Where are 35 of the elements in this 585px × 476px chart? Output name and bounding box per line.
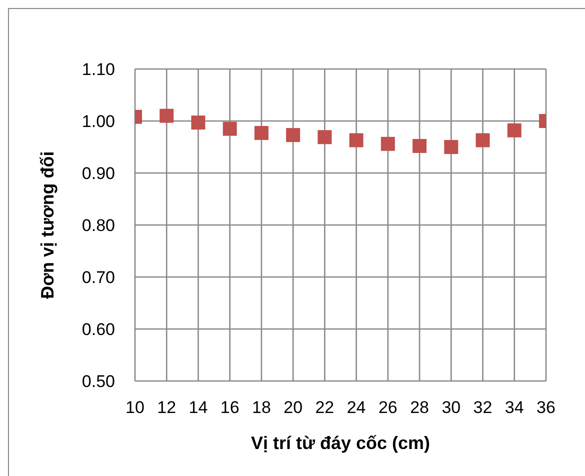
y-axis-title: Đơn vị tương đối bbox=[37, 151, 58, 299]
point bbox=[380, 136, 395, 151]
x-tick-label: 34 bbox=[504, 398, 524, 418]
point bbox=[160, 108, 174, 123]
point bbox=[349, 133, 364, 148]
point bbox=[191, 116, 206, 130]
y-tick-label: 1.10 bbox=[82, 60, 115, 80]
y-tick-label: 0.60 bbox=[82, 320, 115, 340]
point bbox=[254, 126, 268, 140]
x-tick-label: 12 bbox=[157, 398, 176, 418]
y-tick-label: 1.00 bbox=[82, 112, 115, 132]
point bbox=[476, 133, 490, 148]
x-tick-label: 36 bbox=[536, 398, 556, 418]
point bbox=[507, 123, 522, 138]
x-tick-label: 14 bbox=[188, 398, 208, 418]
point bbox=[222, 122, 237, 136]
point bbox=[444, 140, 458, 154]
x-tick-label: 22 bbox=[315, 398, 334, 418]
x-tick-label: 10 bbox=[126, 398, 144, 418]
y-tick-label: 0.90 bbox=[82, 164, 115, 184]
x-tick-label: 26 bbox=[378, 398, 398, 418]
x-tick-label: 32 bbox=[473, 398, 492, 418]
y-tick-label: 0.70 bbox=[82, 268, 115, 288]
y-tick-label: 0.50 bbox=[82, 372, 115, 392]
x-tick-label: 20 bbox=[284, 398, 303, 418]
y-tick-label: 0.80 bbox=[82, 216, 115, 236]
x-tick-label: 28 bbox=[410, 398, 429, 418]
point bbox=[412, 138, 427, 153]
x-tick-label: 30 bbox=[442, 398, 461, 418]
x-tick-label: 16 bbox=[220, 398, 240, 418]
point bbox=[286, 128, 300, 142]
x-axis-title: Vị trí từ đáy cốc (cm) bbox=[250, 433, 430, 453]
x-tick-label: 24 bbox=[346, 398, 366, 418]
x-tick-label: 18 bbox=[252, 398, 271, 418]
point bbox=[318, 130, 332, 144]
